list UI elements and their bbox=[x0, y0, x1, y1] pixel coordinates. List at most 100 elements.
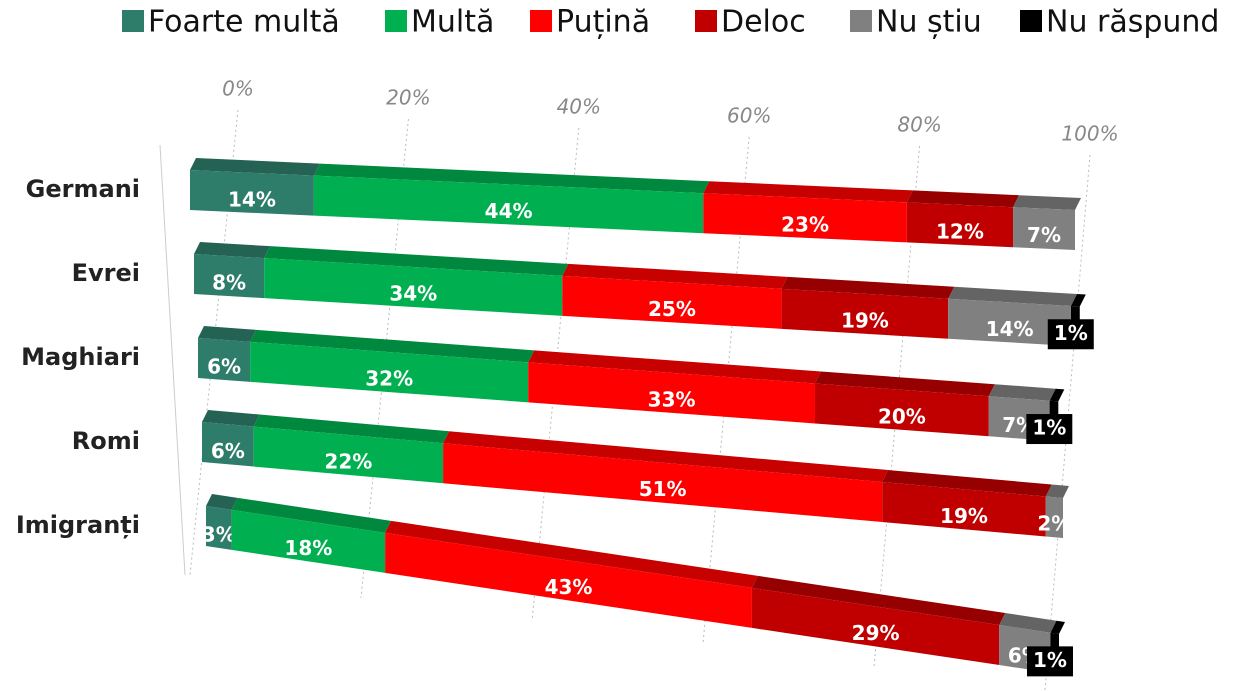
data-label: 44% bbox=[485, 199, 533, 223]
bar-top bbox=[906, 190, 1020, 208]
bar-top bbox=[1013, 195, 1081, 210]
data-label: 14% bbox=[986, 317, 1034, 341]
bar bbox=[562, 275, 782, 329]
legend-swatch bbox=[850, 10, 872, 32]
label-box bbox=[1026, 414, 1073, 445]
category-label: Romi bbox=[72, 427, 140, 455]
bar bbox=[781, 288, 949, 339]
data-label: 32% bbox=[365, 367, 413, 391]
legend-swatch bbox=[385, 10, 407, 32]
bar bbox=[906, 202, 1014, 248]
data-label: 8% bbox=[212, 271, 246, 295]
label-box bbox=[1027, 646, 1073, 677]
bar-top bbox=[1049, 388, 1065, 402]
x-tick-label: 60% bbox=[727, 104, 771, 128]
data-label: 29% bbox=[852, 621, 900, 645]
legend-swatch bbox=[530, 10, 552, 32]
bar-top bbox=[1045, 484, 1069, 498]
bar-top bbox=[231, 497, 392, 533]
bar bbox=[385, 532, 752, 628]
data-label: 19% bbox=[841, 308, 889, 332]
bar-top bbox=[190, 158, 320, 176]
bar-top bbox=[198, 326, 257, 342]
bar bbox=[703, 193, 907, 243]
bar bbox=[814, 383, 989, 437]
data-label: 7% bbox=[1027, 223, 1061, 247]
x-tick-label: 80% bbox=[897, 113, 941, 137]
bar bbox=[313, 175, 704, 234]
data-label: 6% bbox=[211, 439, 245, 463]
bar-top bbox=[882, 470, 1052, 497]
x-tick-label: 40% bbox=[557, 95, 601, 119]
bar-top bbox=[948, 286, 1077, 306]
axis-line bbox=[159, 144, 186, 576]
category-label: Evrei bbox=[72, 259, 140, 287]
bar bbox=[751, 587, 1000, 666]
data-label: 20% bbox=[878, 404, 926, 428]
bar-top bbox=[250, 329, 535, 363]
bar bbox=[528, 362, 815, 424]
data-label: 1% bbox=[1054, 321, 1088, 345]
data-label: 25% bbox=[648, 297, 696, 321]
legend-label: Multă bbox=[411, 5, 494, 40]
bar bbox=[206, 506, 232, 550]
legend-label: Nu răspund bbox=[1046, 5, 1219, 40]
data-label: 51% bbox=[639, 477, 687, 501]
bar-top bbox=[999, 613, 1057, 633]
bar bbox=[882, 482, 1046, 537]
data-label: 43% bbox=[545, 575, 593, 599]
bar-top bbox=[988, 384, 1056, 401]
data-label: 2% bbox=[1037, 512, 1071, 536]
bar bbox=[253, 426, 444, 484]
data-label: 1% bbox=[1032, 416, 1066, 440]
bar bbox=[1013, 207, 1075, 250]
bar-top bbox=[264, 246, 569, 276]
bar bbox=[198, 338, 251, 382]
bar bbox=[443, 443, 883, 523]
bar-top bbox=[443, 431, 889, 483]
category-label: Imigranți bbox=[16, 511, 140, 539]
bar-top bbox=[814, 371, 995, 397]
bar bbox=[231, 509, 386, 573]
bar bbox=[202, 422, 254, 467]
data-label: 22% bbox=[324, 449, 372, 473]
category-label: Germani bbox=[26, 175, 140, 203]
legend-label: Foarte multă bbox=[148, 5, 340, 40]
bar bbox=[948, 298, 1071, 346]
bar-top bbox=[385, 520, 758, 588]
bar-top bbox=[313, 163, 710, 194]
legend-swatch bbox=[1020, 10, 1042, 32]
data-label: 34% bbox=[389, 282, 437, 306]
data-label: 12% bbox=[936, 219, 984, 243]
bar-top bbox=[562, 263, 788, 289]
legend-swatch bbox=[695, 10, 717, 32]
bar bbox=[250, 341, 529, 403]
legend-label: Nu știu bbox=[876, 5, 982, 40]
bar bbox=[190, 170, 314, 216]
data-label: 23% bbox=[781, 212, 829, 236]
bar bbox=[1045, 496, 1063, 538]
data-label: 18% bbox=[284, 536, 332, 560]
data-label: 14% bbox=[228, 187, 276, 211]
x-tick-label: 0% bbox=[222, 77, 254, 101]
x-tick-label: 100% bbox=[1061, 122, 1118, 146]
data-label: 6% bbox=[207, 354, 241, 378]
x-tick-label: 20% bbox=[386, 86, 430, 110]
label-box bbox=[1047, 319, 1094, 350]
bar-top bbox=[253, 414, 450, 444]
bar-top bbox=[703, 181, 913, 203]
legend-label: Puțină bbox=[556, 5, 650, 40]
bar-top bbox=[194, 242, 271, 259]
data-label: 33% bbox=[648, 387, 696, 411]
data-label: 19% bbox=[940, 504, 988, 528]
bar bbox=[264, 258, 563, 316]
bar-top bbox=[1050, 620, 1065, 634]
legend-swatch bbox=[122, 10, 144, 32]
legend-label: Deloc bbox=[721, 5, 806, 40]
data-label: 1% bbox=[1033, 648, 1067, 672]
bar-top bbox=[202, 410, 260, 427]
bar-top bbox=[751, 575, 1006, 626]
bar-top bbox=[781, 276, 955, 299]
bar bbox=[194, 254, 265, 299]
